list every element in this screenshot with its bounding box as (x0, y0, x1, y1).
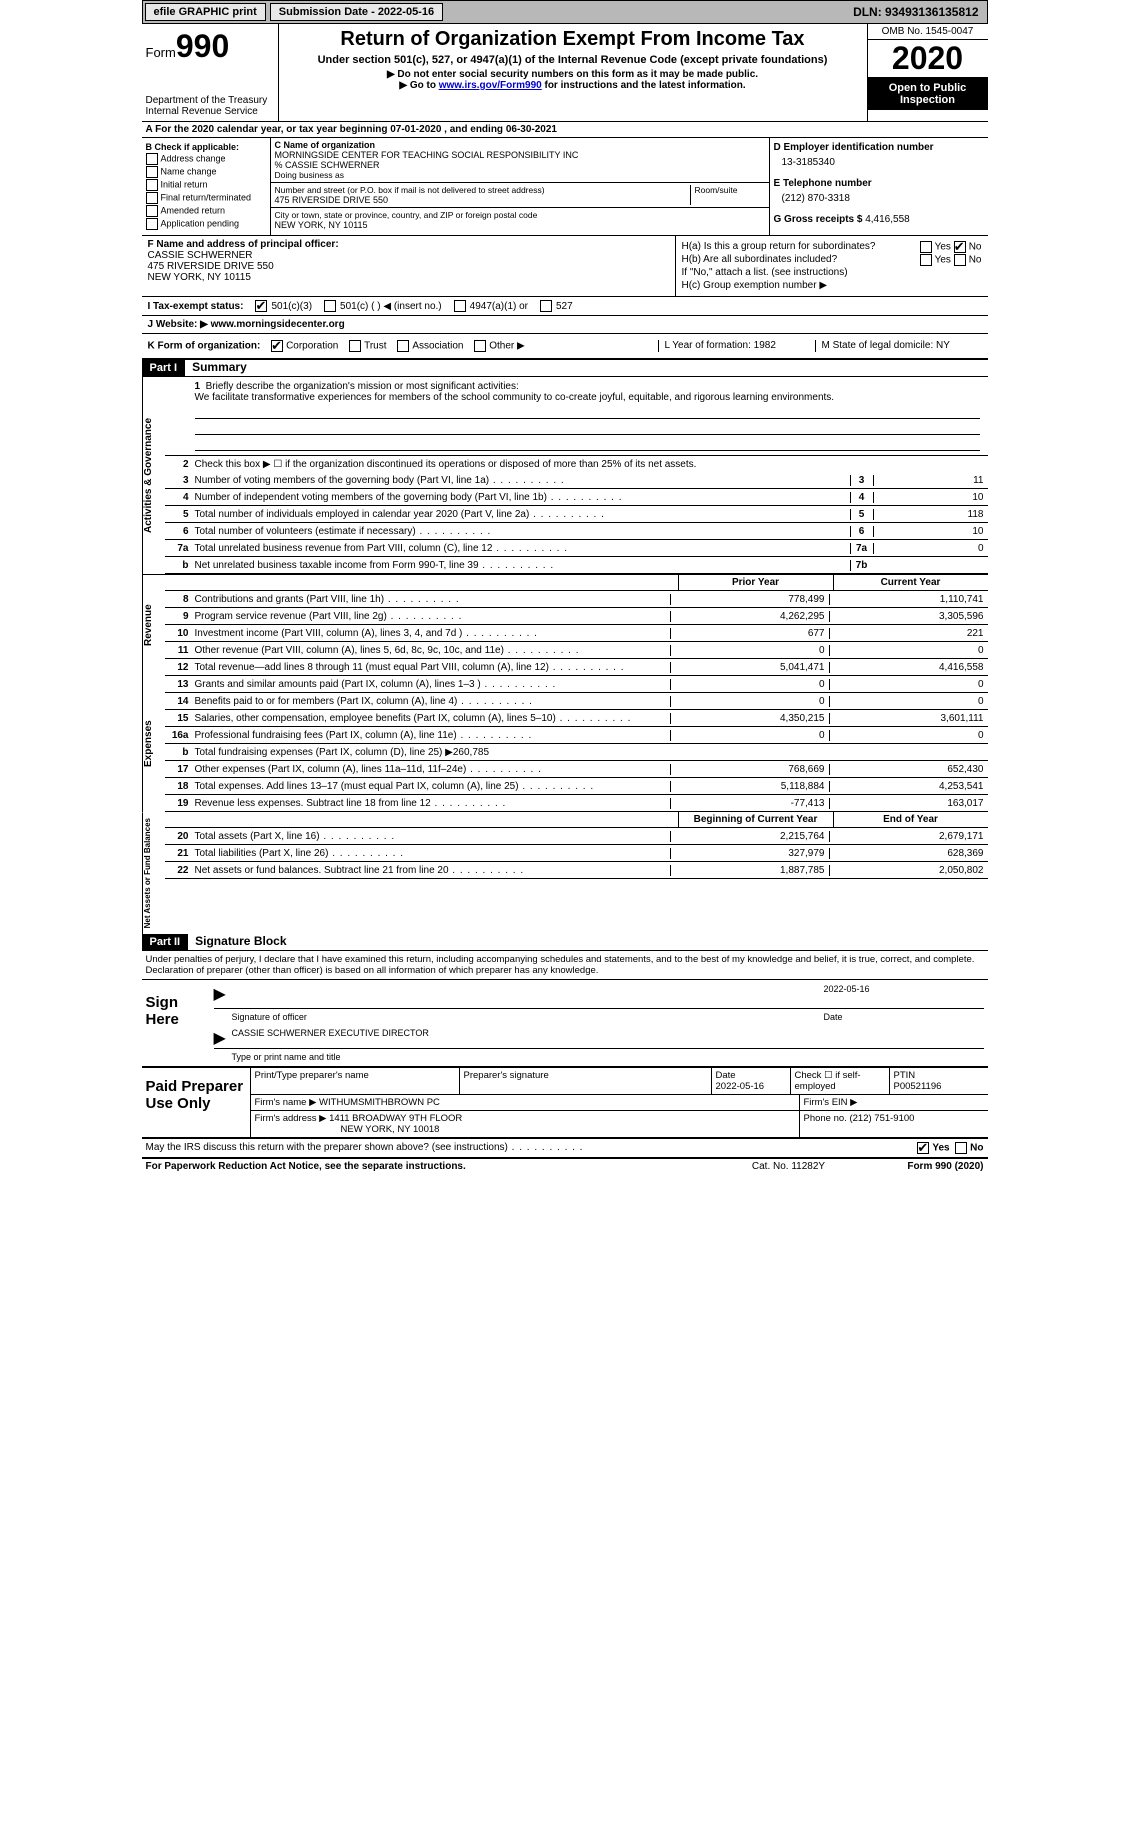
summary-line: 21Total liabilities (Part X, line 26)327… (165, 845, 988, 862)
tel: (212) 870-3318 (782, 193, 984, 204)
note-ssn: ▶ Do not enter social security numbers o… (285, 69, 861, 80)
box-f-hdr: F Name and address of principal officer: (148, 239, 339, 250)
form-header: Form990 Department of the Treasury Inter… (142, 24, 988, 122)
form-title: Return of Organization Exempt From Incom… (285, 28, 861, 51)
form-number: Form990 (146, 28, 274, 65)
form-subtitle: Under section 501(c), 527, or 4947(a)(1)… (285, 54, 861, 66)
section-bcd: B Check if applicable: Address change Na… (142, 138, 988, 236)
sig-intro: Under penalties of perjury, I declare th… (142, 951, 988, 980)
omb: OMB No. 1545-0047 (868, 24, 988, 40)
gov-line: bNet unrelated business taxable income f… (165, 557, 988, 574)
part2-hdr: Part II Signature Block (142, 934, 988, 951)
summary-line: 12Total revenue—add lines 8 through 11 (… (165, 659, 988, 676)
summary-line: 22Net assets or fund balances. Subtract … (165, 862, 988, 879)
summary-line: 14Benefits paid to or for members (Part … (165, 693, 988, 710)
summary-line: 17Other expenses (Part IX, column (A), l… (165, 761, 988, 778)
summary-line: 15Salaries, other compensation, employee… (165, 710, 988, 727)
box-b-hdr: B Check if applicable: (146, 142, 266, 152)
side-gov: Activities & Governance (142, 377, 165, 574)
ein: 13-3185340 (782, 157, 984, 168)
side-na: Net Assets or Fund Balances (142, 812, 165, 934)
line-a: A For the 2020 calendar year, or tax yea… (142, 122, 988, 138)
summary-line: 8Contributions and grants (Part VIII, li… (165, 591, 988, 608)
summary-line: 19Revenue less expenses. Subtract line 1… (165, 795, 988, 812)
summary-line: 10Investment income (Part VIII, column (… (165, 625, 988, 642)
dln: DLN: 93493136135812 (853, 5, 984, 19)
officer-addr2: NEW YORK, NY 10115 (148, 272, 251, 283)
gov-line: 5Total number of individuals employed in… (165, 506, 988, 523)
footer: For Paperwork Reduction Act Notice, see … (142, 1159, 988, 1174)
row-j: J Website: ▶ www.morningsidecenter.org (142, 316, 988, 334)
summary-line: 16aProfessional fundraising fees (Part I… (165, 727, 988, 744)
opt-addr-change[interactable]: Address change (146, 153, 266, 165)
tax-year: 2020 (868, 40, 988, 78)
row-k: K Form of organization: Corporation Trus… (142, 334, 988, 360)
city-cell: City or town, state or province, country… (271, 208, 769, 232)
gov-line: 7aTotal unrelated business revenue from … (165, 540, 988, 557)
gov-line: 3Number of voting members of the governi… (165, 472, 988, 489)
topbar: efile GRAPHIC print Submission Date - 20… (142, 0, 988, 24)
hc: H(c) Group exemption number ▶ (682, 280, 982, 291)
sub-date-button[interactable]: Submission Date - 2022-05-16 (270, 3, 443, 21)
gov-line: 6Total number of volunteers (estimate if… (165, 523, 988, 540)
dept: Department of the Treasury Internal Reve… (146, 95, 274, 117)
gross: G Gross receipts $ 4,416,558 (774, 214, 984, 225)
gov-line: 4Number of independent voting members of… (165, 489, 988, 506)
hb: H(b) Are all subordinates included? Yes … (682, 254, 982, 265)
ha: H(a) Is this a group return for subordin… (682, 241, 982, 252)
summary-line: 9Program service revenue (Part VIII, lin… (165, 608, 988, 625)
ein-hdr: D Employer identification number (774, 142, 984, 153)
col-hdr-na: Beginning of Current Year End of Year (165, 812, 988, 828)
org-name-cell: C Name of organization MORNINGSIDE CENTE… (271, 138, 769, 183)
note-link: ▶ Go to www.irs.gov/Form990 for instruct… (285, 80, 861, 91)
irs-link[interactable]: www.irs.gov/Form990 (439, 80, 542, 91)
opt-final[interactable]: Final return/terminated (146, 192, 266, 204)
opt-pending[interactable]: Application pending (146, 218, 266, 230)
side-rev: Revenue (142, 575, 165, 676)
part1-hdr: Part I Summary (142, 360, 988, 377)
efile-button[interactable]: efile GRAPHIC print (145, 3, 266, 21)
col-hdr-revenue: Prior Year Current Year (165, 575, 988, 591)
officer-name: CASSIE SCHWERNER (148, 250, 253, 261)
hb-note: If "No," attach a list. (see instruction… (682, 267, 982, 278)
summary-line: 13Grants and similar amounts paid (Part … (165, 676, 988, 693)
paid-preparer: Paid Preparer Use Only Print/Type prepar… (142, 1068, 988, 1139)
summary-line: bTotal fundraising expenses (Part IX, co… (165, 744, 988, 761)
summary-line: 11Other revenue (Part VIII, column (A), … (165, 642, 988, 659)
tel-hdr: E Telephone number (774, 178, 984, 189)
summary-line: 18Total expenses. Add lines 13–17 (must … (165, 778, 988, 795)
inspection: Open to Public Inspection (868, 78, 988, 110)
addr-cell: Number and street (or P.O. box if mail i… (271, 183, 769, 208)
gov-line: 2Check this box ▶ ☐ if the organization … (165, 456, 988, 472)
row-i: I Tax-exempt status: 501(c)(3) 501(c) ( … (142, 297, 988, 316)
sign-here: Sign Here ▶2022-05-16 Signature of offic… (142, 980, 988, 1068)
opt-name-change[interactable]: Name change (146, 166, 266, 178)
officer-addr1: 475 RIVERSIDE DRIVE 550 (148, 261, 274, 272)
discuss-row: May the IRS discuss this return with the… (142, 1139, 988, 1159)
side-exp: Expenses (142, 676, 165, 812)
opt-initial[interactable]: Initial return (146, 179, 266, 191)
opt-amended[interactable]: Amended return (146, 205, 266, 217)
mission: 1 Briefly describe the organization's mi… (165, 377, 988, 456)
summary-line: 20Total assets (Part X, line 16)2,215,76… (165, 828, 988, 845)
